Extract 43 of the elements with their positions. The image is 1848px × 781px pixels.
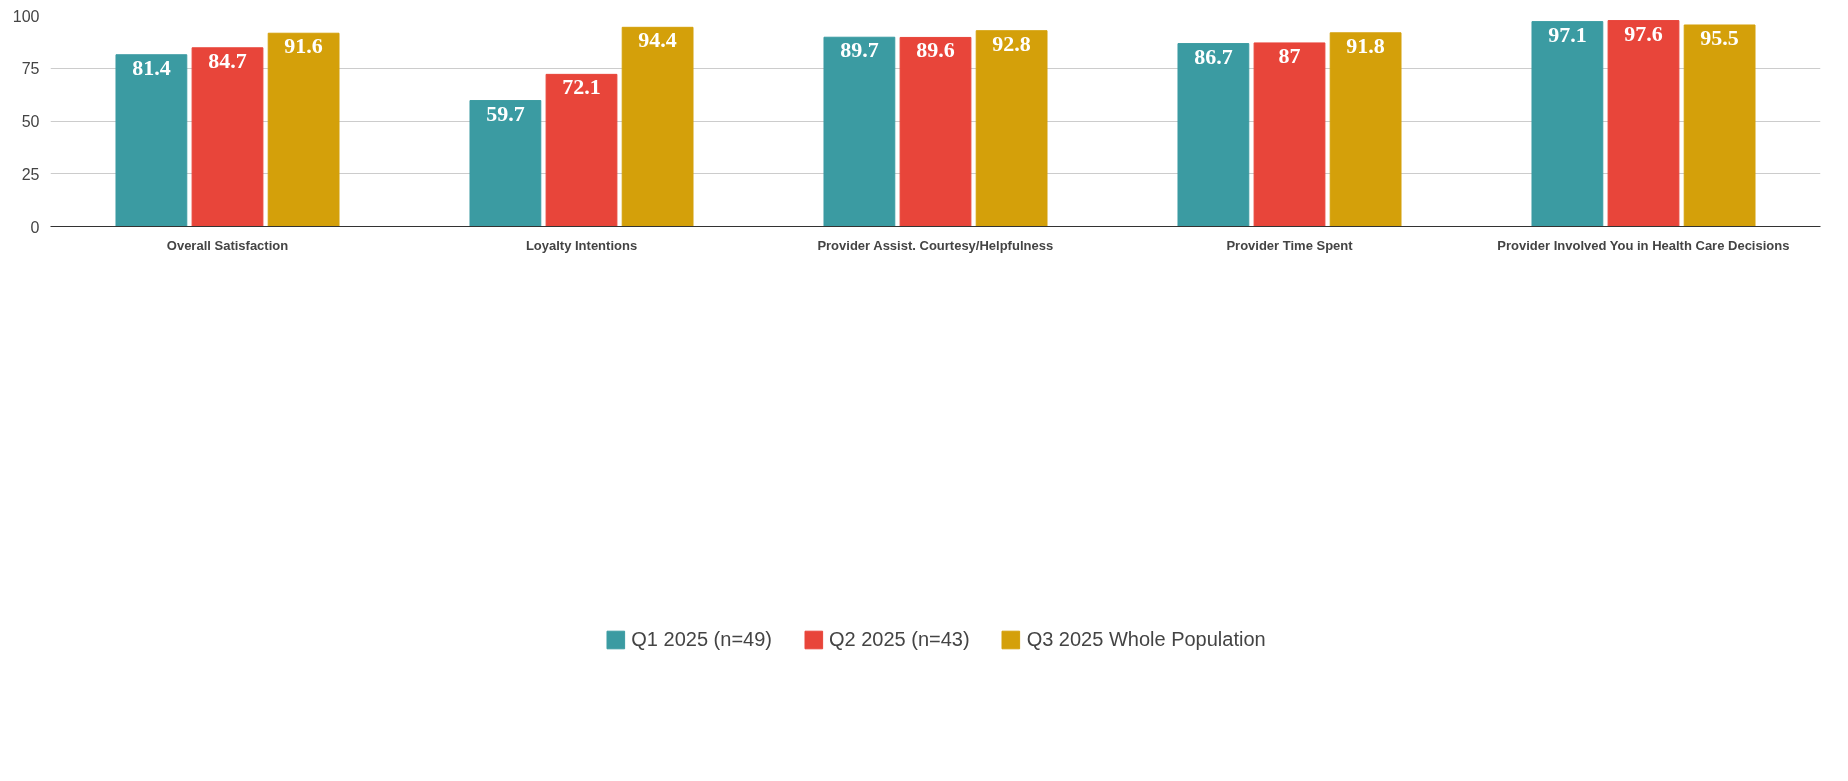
x-tick-label: Provider Time Spent xyxy=(1226,237,1354,253)
bar xyxy=(115,54,188,227)
data-label: 84.7 xyxy=(208,47,247,73)
y-tick-label: 50 xyxy=(21,113,40,130)
data-label: 92.8 xyxy=(992,30,1031,56)
bar xyxy=(1253,42,1326,227)
data-label: 87 xyxy=(1278,42,1301,68)
data-label: 95.5 xyxy=(1700,24,1739,50)
x-tick-label: Overall Satisfaction xyxy=(166,237,289,253)
data-label: 81.4 xyxy=(132,54,171,80)
data-label: 97.6 xyxy=(1624,20,1663,46)
bar xyxy=(469,100,542,227)
bar xyxy=(1607,20,1680,227)
y-tick-label: 100 xyxy=(12,7,40,25)
legend-label: Q1 2025 (n=49) xyxy=(631,627,772,651)
y-tick-label: 0 xyxy=(30,218,40,236)
bar xyxy=(1177,43,1250,227)
legend-label: Q2 2025 (n=43) xyxy=(828,627,970,651)
bar xyxy=(621,26,694,227)
x-tick-label: Loyalty Intentions xyxy=(525,237,638,253)
legend-label: Q3 2025 Whole Population xyxy=(1026,627,1266,651)
x-tick-label: Provider Assist. Courtesy/Helpfulness xyxy=(817,237,1054,253)
bar xyxy=(1329,32,1402,227)
y-tick-label: 25 xyxy=(21,165,40,183)
bar xyxy=(545,73,618,227)
bar xyxy=(899,36,972,227)
bar xyxy=(191,47,264,227)
x-tick-label: Provider Involved You in Health Care Decisions xyxy=(1497,237,1790,253)
data-label: 94.4 xyxy=(638,27,677,53)
bar xyxy=(1683,24,1756,227)
data-label: 59.7 xyxy=(486,100,525,126)
data-label: 89.6 xyxy=(916,37,955,63)
bar xyxy=(1531,21,1604,227)
data-label: 97.1 xyxy=(1548,21,1587,47)
data-label: 72.1 xyxy=(562,74,601,100)
data-label: 91.8 xyxy=(1346,32,1385,58)
bar xyxy=(823,36,896,227)
bar xyxy=(975,30,1048,227)
data-label: 91.6 xyxy=(284,33,323,59)
data-label: 86.7 xyxy=(1194,43,1233,69)
data-label: 89.7 xyxy=(840,37,879,63)
y-tick-label: 75 xyxy=(21,60,40,78)
bar xyxy=(267,32,340,227)
